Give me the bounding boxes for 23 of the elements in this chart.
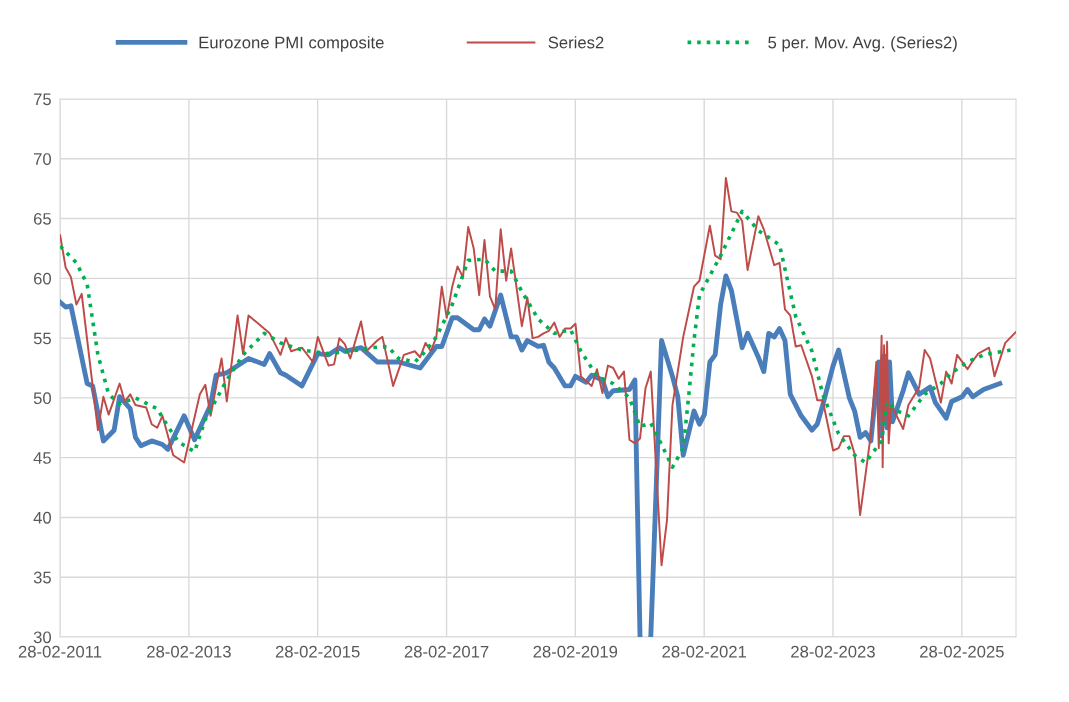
x-tick-label: 28-02-2015 — [275, 645, 360, 658]
y-tick-label: 50 — [33, 392, 52, 405]
x-tick-label: 28-02-2025 — [920, 645, 1004, 658]
x-tick-label: 28-02-2013 — [147, 645, 231, 658]
legend-label: 5 per. Mov. Avg. (Series2) — [768, 36, 957, 52]
x-tick-label: 28-02-2021 — [662, 645, 747, 658]
x-tick-label: 28-02-2017 — [404, 645, 489, 658]
y-tick-label: 70 — [33, 153, 52, 165]
y-tick-label: 40 — [33, 511, 52, 524]
y-tick-label: 60 — [33, 272, 52, 285]
y-tick-label: 65 — [33, 212, 51, 225]
y-tick-label: 30 — [33, 631, 52, 644]
legend-label: Series2 — [548, 36, 604, 49]
y-tick-label: 45 — [33, 452, 51, 464]
x-tick-label: 28-02-2011 — [18, 645, 102, 658]
line-series — [60, 176, 1016, 567]
y-tick-label: 55 — [33, 332, 51, 345]
line-series — [60, 209, 1013, 470]
x-tick-label: 28-02-2023 — [791, 645, 875, 658]
x-tick-label: 28-02-2019 — [533, 645, 618, 658]
y-tick-label: 75 — [33, 93, 51, 106]
y-tick-label: 35 — [33, 571, 51, 584]
legend-label: Eurozone PMI composite — [199, 36, 384, 52]
